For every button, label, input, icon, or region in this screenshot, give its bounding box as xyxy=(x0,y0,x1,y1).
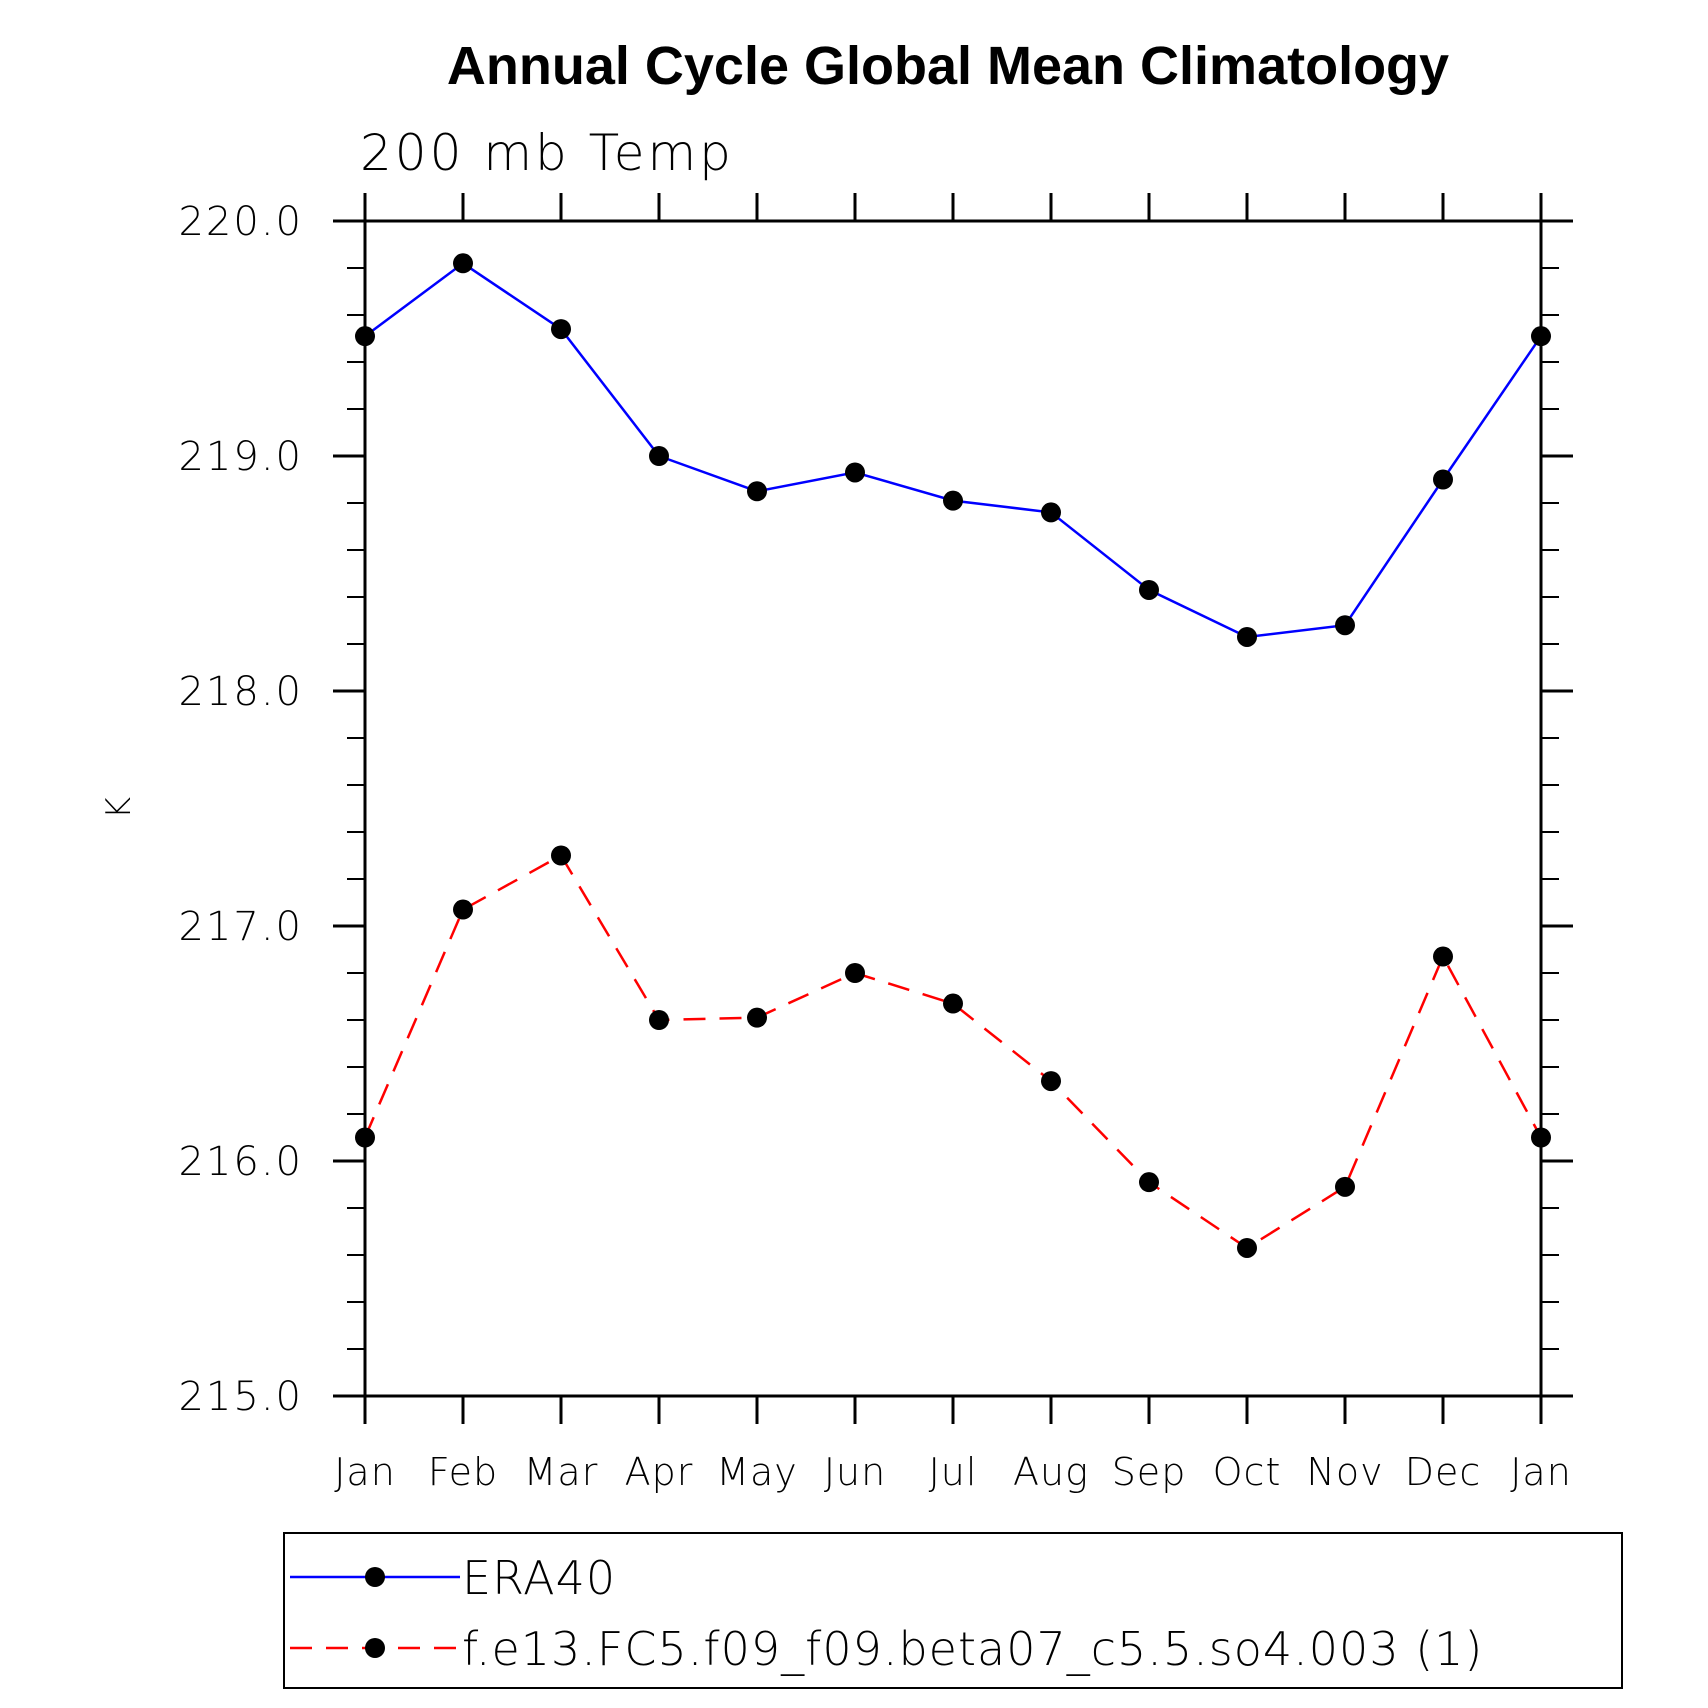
x-tick-label: Jan xyxy=(1510,1450,1572,1494)
series-lines xyxy=(363,261,1543,1250)
legend-marker-model xyxy=(365,1638,385,1658)
data-point-0 xyxy=(453,253,473,274)
data-point-0 xyxy=(747,481,767,502)
data-point-0 xyxy=(1237,626,1257,647)
data-point-0 xyxy=(943,490,963,511)
legend-marker-era40 xyxy=(365,1567,385,1587)
x-tick-label: Feb xyxy=(428,1450,498,1494)
data-point-1 xyxy=(551,845,571,866)
x-tick-label: Nov xyxy=(1306,1450,1383,1494)
data-point-1 xyxy=(1433,946,1453,967)
data-point-1 xyxy=(1041,1071,1061,1092)
x-tick-label: Mar xyxy=(524,1450,599,1494)
plot-frame xyxy=(363,219,1543,1398)
x-tick-label: Aug xyxy=(1013,1450,1089,1494)
y-tick-label: 215.0 xyxy=(178,1374,303,1420)
data-point-0 xyxy=(1433,469,1453,490)
y-tick-label: 216.0 xyxy=(178,1139,303,1185)
data-point-1 xyxy=(747,1007,767,1028)
data-point-1 xyxy=(649,1010,669,1030)
x-tick-label: Apr xyxy=(625,1450,694,1494)
data-point-1 xyxy=(1237,1237,1257,1258)
data-point-0 xyxy=(649,446,669,466)
series-line-1 xyxy=(363,853,1543,1250)
chart-title: Annual Cycle Global Mean Climatology xyxy=(447,36,1449,96)
y-tick-labels: 215.0 216.0 217.0 218.0 219.0 220.0 xyxy=(178,199,303,1420)
x-tick-label: Jun xyxy=(824,1450,886,1494)
series-line-0 xyxy=(364,261,1543,639)
data-point-1 xyxy=(1335,1176,1355,1197)
y-tick-label: 218.0 xyxy=(178,669,303,715)
x-tick-labels: Jan Feb Mar Apr May Jun Jul Aug Sep Oct Nov Dec Jan xyxy=(334,1450,1572,1494)
y-tick-label: 219.0 xyxy=(178,434,303,480)
data-point-1 xyxy=(453,899,473,920)
x-tick-label: Sep xyxy=(1112,1450,1187,1494)
data-point-0 xyxy=(845,462,865,483)
data-point-0 xyxy=(1335,615,1355,636)
legend-label-era40: ERA40 xyxy=(462,1551,616,1605)
y-tick-label: 220.0 xyxy=(178,199,303,245)
data-point-0 xyxy=(551,319,571,340)
x-tick-label: May xyxy=(716,1450,798,1494)
data-point-1 xyxy=(845,963,865,983)
legend: ERA40 f.e13.FC5.f09_f09.beta07_c5.5.so4.… xyxy=(283,1532,1623,1689)
x-tick-label: Dec xyxy=(1405,1450,1482,1494)
x-tick-label: Jul xyxy=(929,1450,978,1494)
x-tick-label: Jan xyxy=(334,1450,396,1494)
y-axis-label: K xyxy=(99,797,139,819)
data-point-1 xyxy=(943,993,963,1014)
data-point-0 xyxy=(1139,579,1159,600)
x-tick-label: Oct xyxy=(1213,1450,1282,1494)
axis-ticks xyxy=(333,193,1573,1424)
series-points xyxy=(355,253,1551,1258)
y-tick-label: 217.0 xyxy=(178,904,303,950)
legend-box xyxy=(283,1532,1623,1689)
data-point-0 xyxy=(1041,502,1061,523)
data-point-1 xyxy=(1139,1172,1159,1193)
chart-subtitle: 200 mb Temp xyxy=(360,124,734,182)
legend-label-model: f.e13.FC5.f09_f09.beta07_c5.5.so4.003 (1… xyxy=(462,1622,1483,1676)
